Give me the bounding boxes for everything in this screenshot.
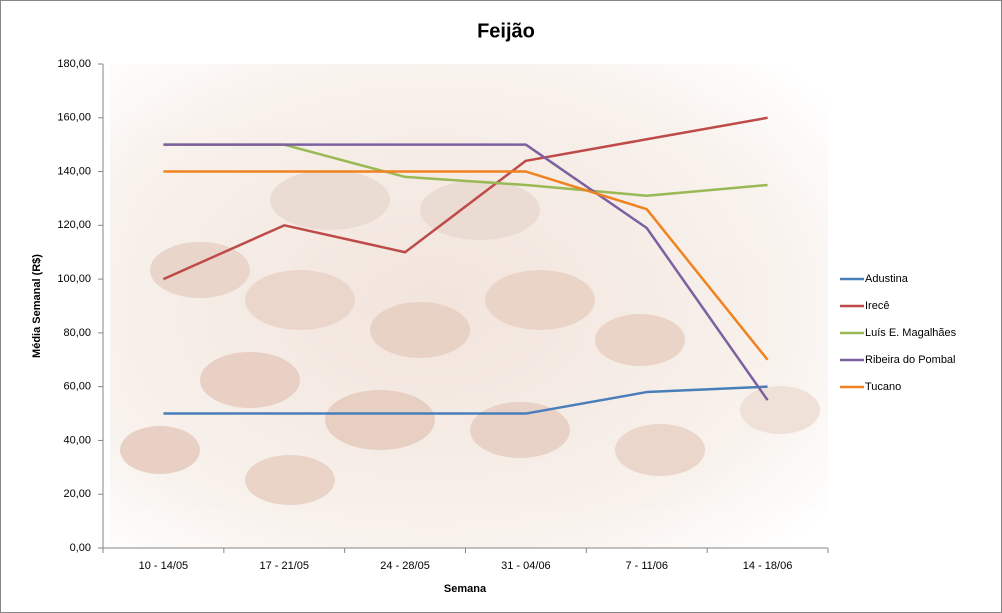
y-tick-label: 160,00: [57, 112, 91, 124]
x-tick-label: 7 - 11/06: [625, 560, 668, 572]
x-tick-label: 31 - 04/06: [501, 560, 551, 572]
y-tick-label: 120,00: [57, 219, 91, 231]
legend-label: Ribeira do Pombal: [865, 354, 956, 366]
y-axis-label: Média Semanal (R$): [31, 254, 43, 358]
y-tick-label: 180,00: [57, 58, 91, 70]
x-axis-label: Semana: [444, 583, 487, 595]
legend-label: Luís E. Magalhães: [865, 327, 957, 339]
y-tick-label: 140,00: [57, 165, 91, 177]
y-tick-label: 60,00: [63, 381, 91, 393]
chart-title: Feijão: [477, 20, 535, 42]
series-line: [163, 143, 769, 401]
series-line: [162, 116, 768, 281]
y-tick-label: 0,00: [70, 542, 91, 554]
y-tick-label: 80,00: [63, 327, 91, 339]
legend-label: Irecê: [865, 300, 889, 312]
y-tick-label: 100,00: [57, 273, 91, 285]
y-tick-label: 40,00: [63, 434, 91, 446]
legend-label: Tucano: [865, 381, 901, 393]
series-line: [163, 385, 768, 415]
background-image: [110, 64, 828, 548]
legend-label: Adustina: [865, 273, 909, 285]
series-line: [163, 170, 769, 361]
x-tick-label: 17 - 21/05: [259, 560, 309, 572]
x-tick-label: 10 - 14/05: [139, 560, 189, 572]
y-tick-label: 20,00: [63, 488, 91, 500]
x-tick-label: 24 - 28/05: [380, 560, 430, 572]
x-tick-label: 14 - 18/06: [743, 560, 793, 572]
